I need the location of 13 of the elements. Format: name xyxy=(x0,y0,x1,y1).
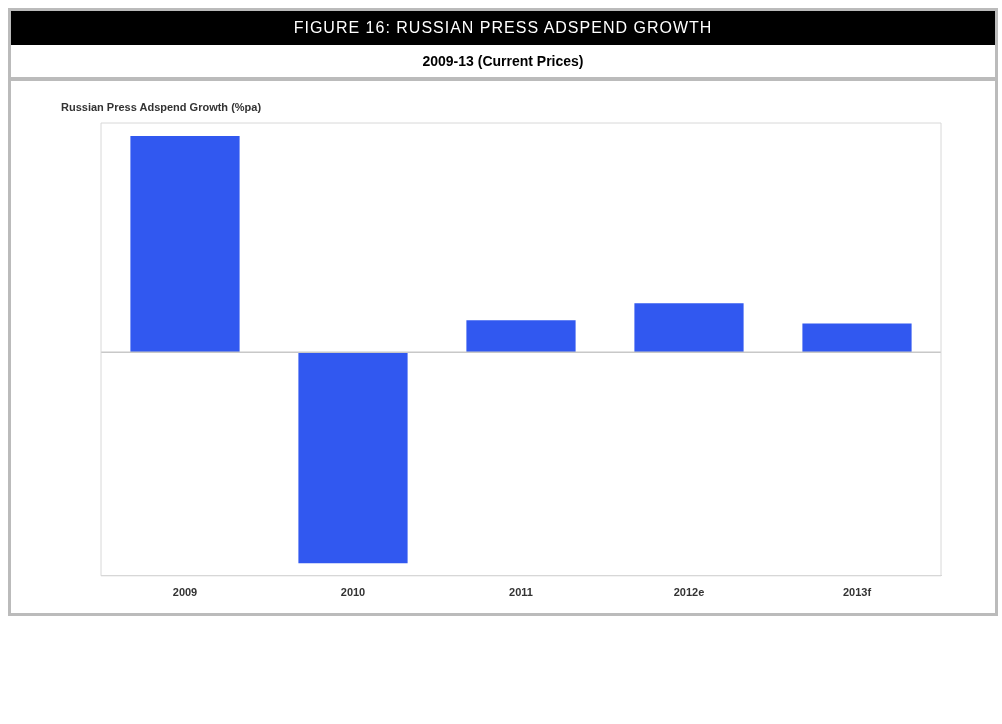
x-tick-label: 2012e xyxy=(673,586,705,599)
bar xyxy=(466,320,576,353)
bar xyxy=(634,303,744,353)
x-tick-label: 2009 xyxy=(172,586,198,599)
x-tick-label: 2010 xyxy=(340,586,366,599)
chart-title: FIGURE 16: RUSSIAN PRESS ADSPEND GROWTH xyxy=(11,11,995,45)
y-axis-title: Russian Press Adspend Growth (%pa) xyxy=(60,100,263,113)
chart-subtitle: 2009-13 (Current Prices) xyxy=(11,45,995,81)
x-tick-label: 2011 xyxy=(509,586,533,599)
bar xyxy=(298,352,408,564)
bar xyxy=(130,135,240,353)
bar xyxy=(802,323,912,353)
x-tick-label: 2013f xyxy=(842,586,872,599)
